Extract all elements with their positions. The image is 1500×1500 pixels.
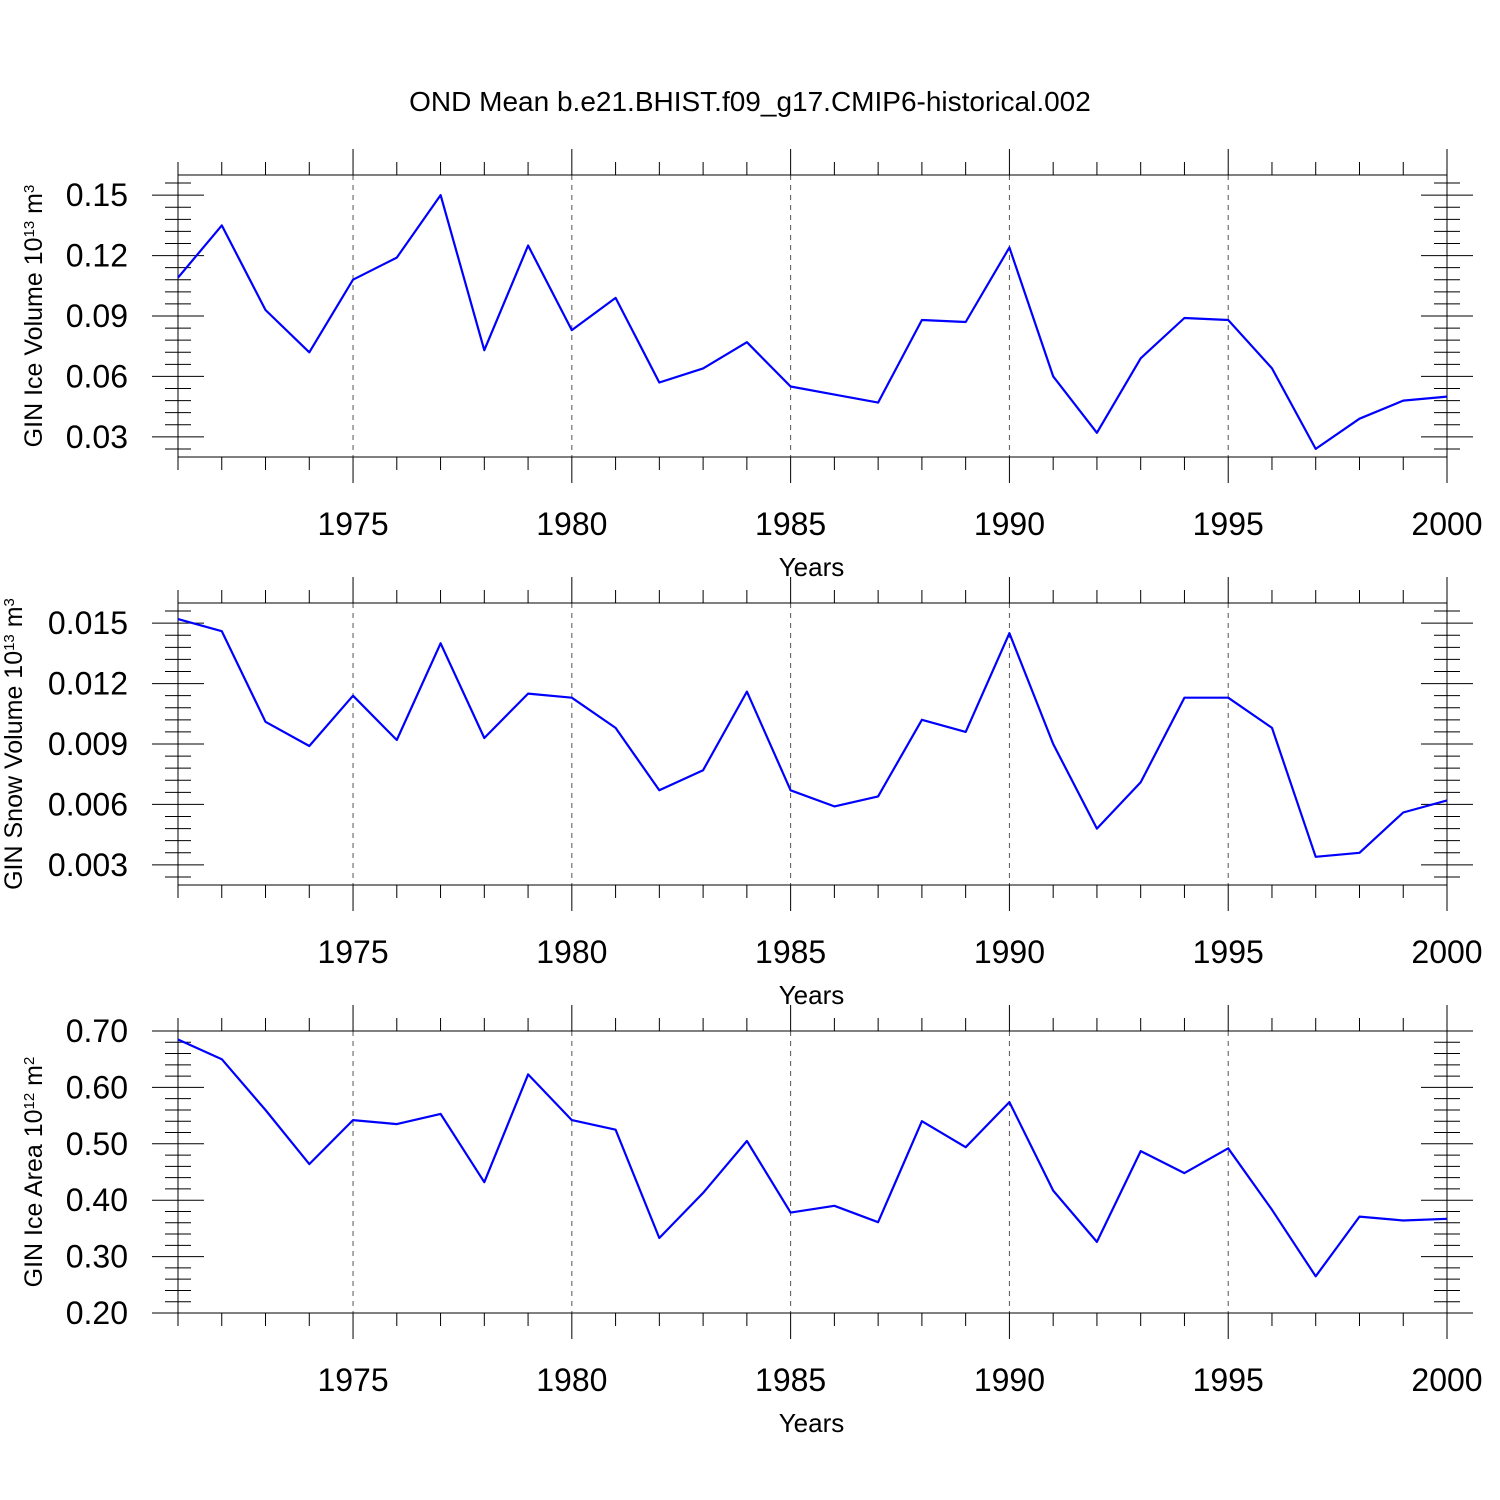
y-tick-label: 0.003 [48,847,128,883]
x-tick-label: 1990 [974,1362,1045,1398]
y-axis-title-superscript: 13 [21,221,38,238]
x-axis-title: Years [779,552,845,582]
y-axis-title: GIN Snow Volume 1013 m3 [0,598,28,890]
x-tick-label: 2000 [1411,506,1482,542]
y-axis-title-superscript: 13 [1,634,18,651]
x-tick-label: 1995 [1193,506,1264,542]
y-tick-label: 0.15 [66,177,128,213]
y-axis-title-part: m [20,193,48,221]
x-tick-label: 2000 [1411,1362,1482,1398]
x-tick-label: 1980 [536,934,607,970]
x-tick-label: 1980 [536,1362,607,1398]
y-tick-label: 0.015 [48,605,128,641]
x-axis-title: Years [779,980,845,1010]
plot-frame [177,1030,1448,1314]
y-tick-label: 0.03 [66,419,128,455]
x-tick-label: 1985 [755,1362,826,1398]
x-tick-label: 1975 [317,506,388,542]
y-tick-label: 0.40 [66,1182,128,1218]
y-axis-title-superscript: 2 [21,1057,38,1065]
plot-frame [177,602,1448,886]
chart-title: OND Mean b.e21.BHIST.f09_g17.CMIP6-histo… [409,86,1091,117]
y-axis-title: GIN Ice Area 1012 m2 [20,1057,48,1288]
y-axis-title-superscript: 12 [21,1093,38,1110]
y-tick-label: 0.06 [66,358,128,394]
x-tick-label: 1975 [317,1362,388,1398]
y-axis-title-superscript: 3 [1,598,18,606]
panels: 1975 1980 1985 1990 1995 2000 0.03 0.06 0.09 0.12… [0,149,1483,1438]
y-tick-label: 0.30 [66,1239,128,1275]
x-tick-label: 1985 [755,506,826,542]
y-axis-title-part: GIN Ice Volume 10 [20,237,48,447]
y-tick-label: 0.50 [66,1126,128,1162]
x-tick-label: 1995 [1193,934,1264,970]
panel-1: 1975 1980 1985 1990 1995 2000 0.03 0.06 0.09 0.12… [20,149,1483,582]
y-axis-title-part: m [20,1065,48,1093]
series-line [177,618,1448,858]
x-tick-label: 1985 [755,934,826,970]
y-tick-label: 0.20 [66,1295,128,1331]
y-axis-title-part: GIN Ice Area 10 [20,1109,48,1287]
y-axis-title-part: GIN Snow Volume 10 [0,651,28,890]
y-tick-label: 0.12 [66,238,128,274]
x-axis-title: Years [779,1408,845,1438]
y-axis-title-superscript: 3 [21,185,38,193]
x-tick-label: 1990 [974,934,1045,970]
y-tick-label: 0.60 [66,1069,128,1105]
x-tick-label: 1975 [317,934,388,970]
panel-3: 1975 1980 1985 1990 1995 2000 0.20 0.30 0.40 0.50… [20,1005,1483,1438]
y-tick-label: 0.09 [66,298,128,334]
x-tick-label: 1980 [536,506,607,542]
series-line [177,194,1448,450]
y-axis-title-part: m [0,606,28,634]
y-axis-title: GIN Ice Volume 1013 m3 [20,185,48,448]
series-line [177,1038,1448,1278]
y-tick-label: 0.006 [48,786,128,822]
y-tick-label: 0.009 [48,726,128,762]
y-tick-label: 0.012 [48,666,128,702]
x-tick-label: 1995 [1193,1362,1264,1398]
plot-frame [177,174,1448,458]
x-tick-label: 2000 [1411,934,1482,970]
x-tick-label: 1990 [974,506,1045,542]
y-tick-label: 0.70 [66,1013,128,1049]
panel-2: 1975 1980 1985 1990 1995 2000 0.003 0.006 0.009 0… [0,577,1483,1010]
